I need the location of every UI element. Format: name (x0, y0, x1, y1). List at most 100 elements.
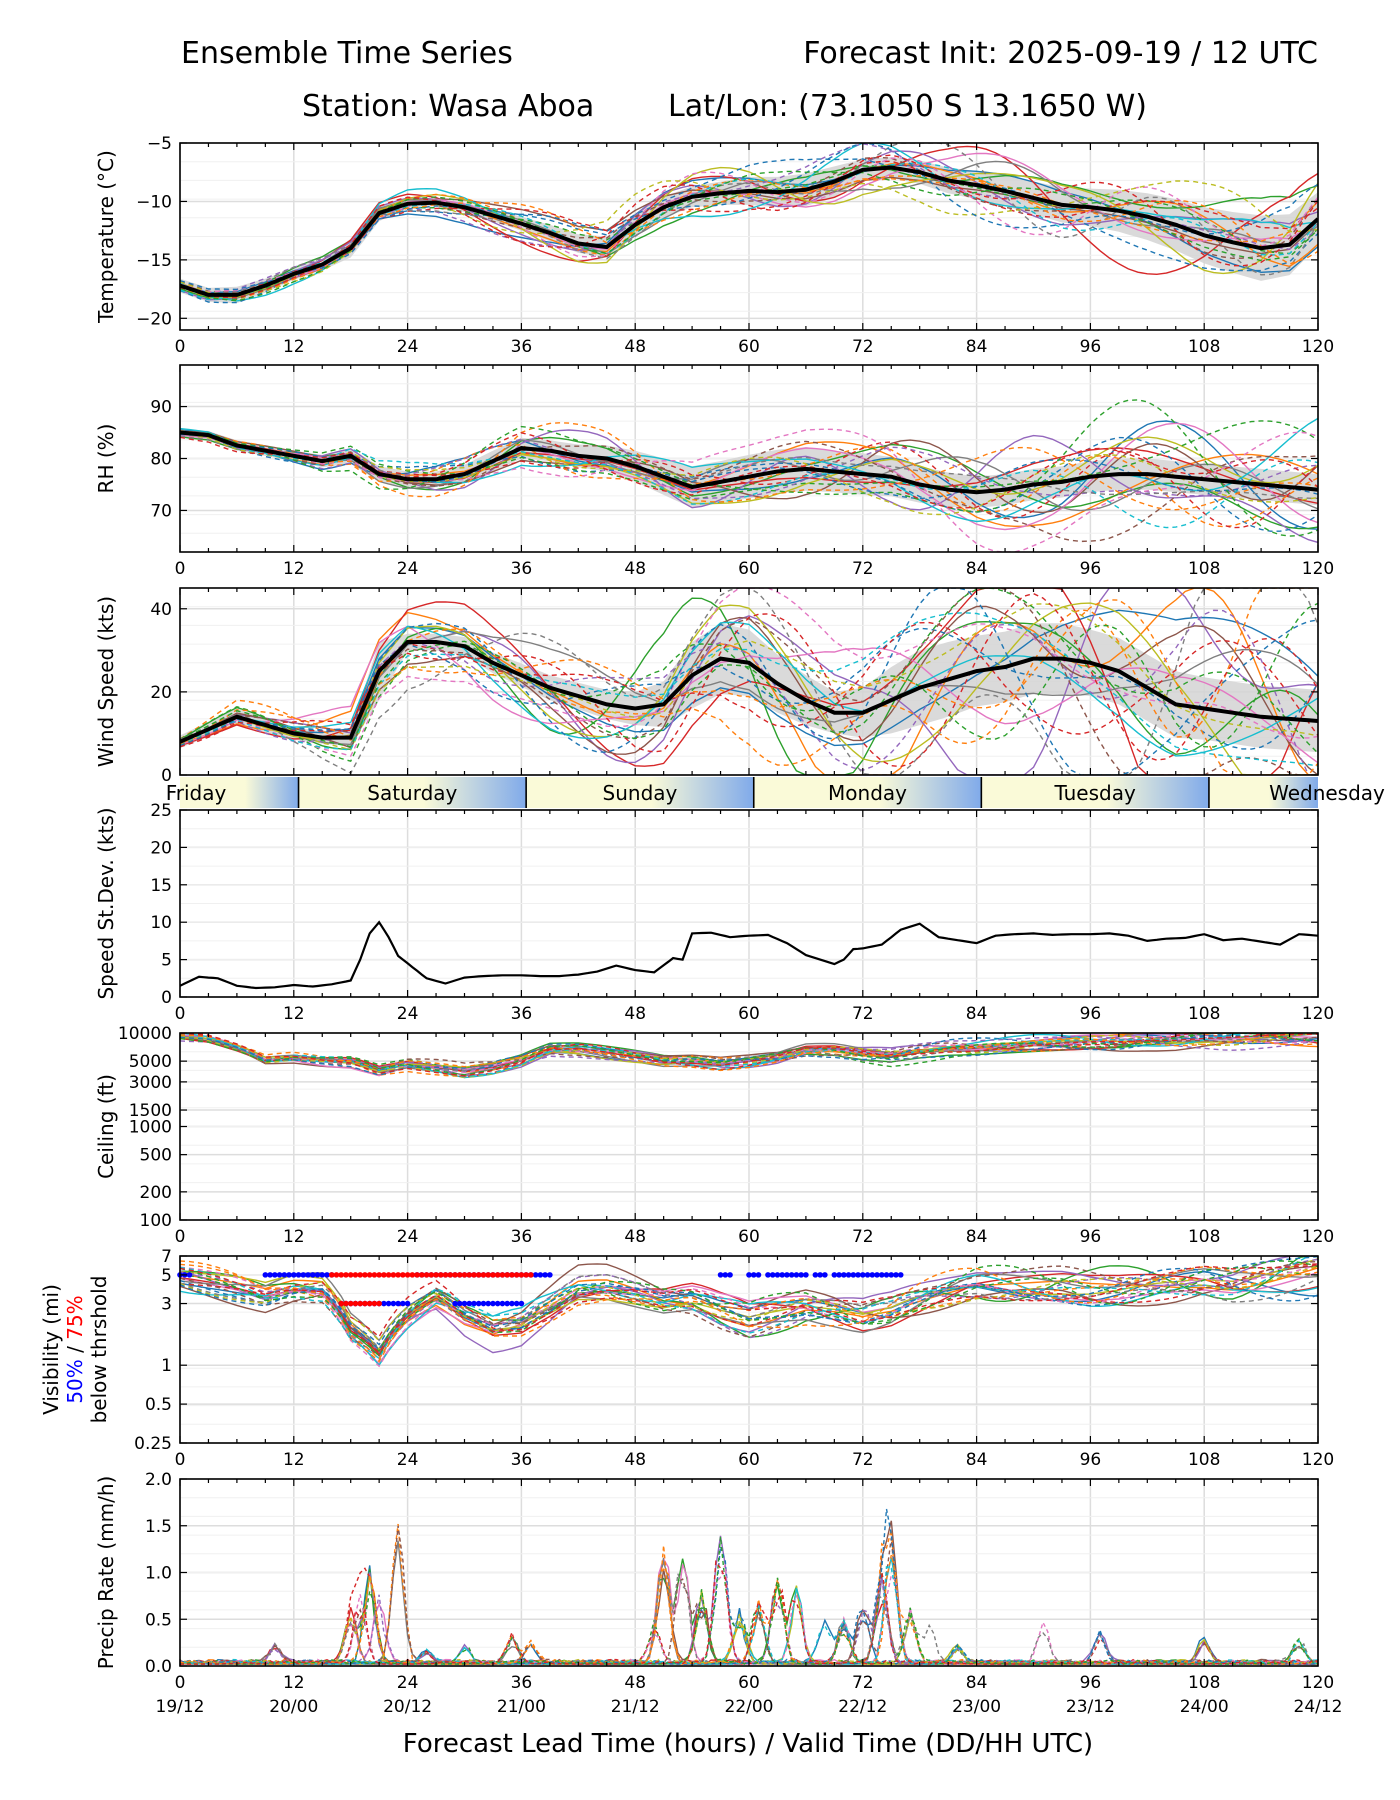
panel-visibility: 0 12 24 36 48 60 72 84 96 108 120 0.25 0.5 1 3 57 Visibi… (39, 1247, 1334, 1470)
x-tick-label: 12 (283, 337, 305, 357)
vis-50pct-marker (385, 1300, 392, 1307)
y-tick-label: −15 (136, 251, 172, 271)
y-tick-label: 0 (161, 766, 172, 786)
ensemble-member-line (180, 599, 1318, 775)
vis-50pct-marker (400, 1300, 406, 1307)
day-segment (526, 777, 754, 808)
y-tick-label: 20 (150, 838, 172, 858)
vis-50pct-marker (286, 1272, 292, 1278)
x-tick-label: 120 (1302, 1450, 1334, 1470)
x-tick-label: 84 (966, 1450, 988, 1470)
day-label: Sunday (603, 781, 678, 805)
chart-panels: 0 12 24 36 48 60 72 84 96 108 120−5−10−15−20Temper… (39, 134, 1334, 1693)
x-tick-label: 0 (175, 1673, 186, 1693)
y-tick-label: −20 (136, 309, 172, 329)
vis-75pct-marker (366, 1272, 373, 1278)
ensemble-member-line (180, 592, 1318, 768)
x-tick-label: 36 (511, 1450, 533, 1470)
y-tick-label: 5 (161, 1266, 172, 1286)
vis-50pct-marker (319, 1272, 326, 1278)
y-tick-label: −5 (147, 134, 172, 154)
vis-75pct-marker (376, 1272, 382, 1278)
vis-75pct-marker (494, 1272, 501, 1278)
y-tick-label: −10 (136, 192, 172, 212)
vis-50pct-marker (855, 1272, 861, 1278)
valid-time-tick-label: 23/00 (952, 1697, 1001, 1717)
vis-50pct-marker (314, 1272, 321, 1278)
vis-50pct-marker (878, 1272, 885, 1278)
vis-50pct-marker (518, 1300, 525, 1307)
vis-75pct-marker (376, 1300, 382, 1307)
ensemble-member-line (180, 1256, 1318, 1360)
x-tick-label: 96 (1080, 1450, 1102, 1470)
ensemble-member-line (180, 180, 1318, 297)
vis-50pct-marker (262, 1272, 269, 1278)
ensemble-mean-line (180, 640, 1318, 744)
vis-75pct-marker (447, 1272, 454, 1278)
vis-50pct-marker (779, 1272, 785, 1278)
x-tick-label: 84 (966, 559, 988, 579)
plot-area-ceiling (180, 1033, 1318, 1079)
plot-area-wind (180, 588, 1318, 775)
vis-50pct-marker (817, 1272, 823, 1278)
vis-50pct-marker (860, 1272, 866, 1278)
vis-50pct-marker (774, 1272, 781, 1278)
x-tick-label: 108 (1188, 1227, 1220, 1247)
day-segment (180, 777, 299, 808)
ensemble-member-line (180, 603, 1318, 751)
y-tick-label: 1 (161, 1356, 172, 1376)
vis-50pct-marker (869, 1272, 876, 1278)
valid-time-tick-label: 20/00 (269, 1697, 318, 1717)
vis-50pct-marker (466, 1300, 473, 1307)
y-tick-label: 20 (150, 683, 172, 703)
vis-50pct-marker (836, 1272, 842, 1278)
label-75pct: 75% (63, 1295, 87, 1339)
station-name: Station: Wasa Aboa (302, 89, 594, 124)
valid-time-tick-label: 24/00 (1180, 1697, 1229, 1717)
ensemble-member-line (180, 1258, 1318, 1361)
y-tick-label: 3000 (129, 1073, 172, 1093)
y-tick-label: 0.5 (145, 1610, 172, 1630)
ensemble-member-line (180, 1559, 1318, 1665)
vis-50pct-marker (305, 1272, 311, 1278)
vis-50pct-marker (390, 1300, 397, 1307)
vis-50pct-marker (272, 1272, 278, 1278)
panel-ceiling: 0 12 24 36 48 60 72 84 96 108 120 100 200 500 10001500… (94, 1024, 1334, 1247)
x-tick-label: 84 (966, 1673, 988, 1693)
y-tick-label: 25 (150, 801, 172, 821)
x-tick-label: 48 (624, 1450, 646, 1470)
x-tick-label: 24 (397, 1673, 419, 1693)
ensemble-member-line (180, 1263, 1318, 1368)
ensemble-member-line (180, 1034, 1318, 1074)
ensemble-member-line (180, 1260, 1318, 1357)
day-label: Wednesday (1269, 781, 1385, 805)
x-tick-label: 60 (738, 1450, 760, 1470)
y-axis-label: Visibility (mi) (39, 1284, 63, 1415)
vis-75pct-marker (471, 1272, 477, 1278)
vis-75pct-marker (466, 1272, 473, 1278)
ensemble-member-line (180, 1033, 1318, 1072)
vis-75pct-marker (357, 1300, 363, 1307)
ensemble-member-line (180, 1033, 1318, 1079)
x-tick-label: 12 (283, 1004, 305, 1024)
y-tick-label: 10 (150, 913, 172, 933)
x-tick-label: 108 (1188, 1004, 1220, 1024)
vis-50pct-marker (755, 1272, 762, 1278)
x-tick-label: 12 (283, 1673, 305, 1693)
y-tick-label: 2.0 (145, 1470, 172, 1490)
y-tick-label: 0.25 (134, 1434, 172, 1454)
ensemble-member-line (180, 621, 1318, 757)
ensemble-member-line (180, 588, 1318, 757)
x-tick-label: 24 (397, 337, 419, 357)
day-segment (981, 777, 1209, 808)
y-axis-label: Temperature (°C) (94, 150, 118, 324)
ensemble-member-line (180, 158, 1318, 304)
y-tick-label: 0 (161, 988, 172, 1008)
x-tick-label: 108 (1188, 1450, 1220, 1470)
vis-75pct-marker (442, 1272, 449, 1278)
vis-50pct-marker (812, 1272, 819, 1278)
ensemble-member-line (180, 1263, 1318, 1360)
vis-50pct-marker (750, 1272, 757, 1278)
vis-75pct-marker (528, 1272, 534, 1278)
vis-75pct-marker (347, 1272, 354, 1278)
